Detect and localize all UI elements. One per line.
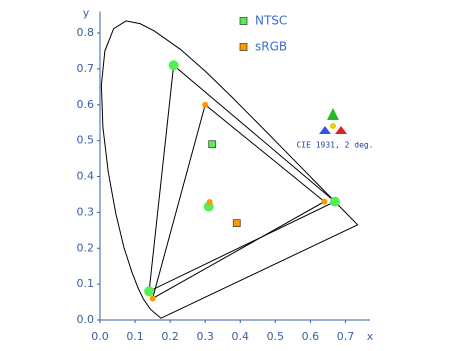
primary-point <box>329 196 340 207</box>
x-tick-label: 0.4 <box>232 330 250 343</box>
y-tick-label: 0.0 <box>77 313 95 326</box>
x-tick-label: 0.0 <box>91 330 109 343</box>
white-point <box>206 198 213 205</box>
y-tick-label: 0.6 <box>77 98 95 111</box>
y-tick-label: 0.4 <box>77 170 95 183</box>
y-axis-label: y <box>83 7 90 20</box>
gamut-triangle <box>151 103 326 300</box>
y-tick-label: 0.1 <box>77 277 95 290</box>
y-tick-label: 0.5 <box>77 134 95 147</box>
y-tick-label: 0.8 <box>77 26 95 39</box>
logo-text: CIE 1931, 2 deg. <box>296 141 373 150</box>
primary-point <box>202 101 209 108</box>
x-tick-label: 0.6 <box>302 330 320 343</box>
y-tick-label: 0.2 <box>77 241 95 254</box>
legend-label: sRGB <box>255 40 287 54</box>
x-tick-label: 0.5 <box>267 330 285 343</box>
x-tick-label: 0.3 <box>196 330 214 343</box>
legend-swatch <box>239 43 248 51</box>
cie-logo <box>319 108 347 134</box>
primary-point <box>144 286 155 297</box>
primary-point <box>149 295 156 302</box>
gamut-triangle <box>148 64 336 293</box>
square-marker <box>208 140 217 149</box>
square-marker <box>232 219 241 227</box>
x-tick-label: 0.2 <box>161 330 179 343</box>
legend-label: NTSC <box>255 14 287 28</box>
x-axis-label: x <box>367 330 374 343</box>
x-tick-label: 0.7 <box>337 330 355 343</box>
y-tick-label: 0.3 <box>77 205 95 218</box>
spectral-locus <box>100 20 359 319</box>
y-tick-label: 0.7 <box>77 62 95 75</box>
x-tick-label: 0.1 <box>126 330 144 343</box>
legend-swatch <box>239 17 248 25</box>
primary-point <box>168 60 179 71</box>
primary-point <box>321 198 328 205</box>
